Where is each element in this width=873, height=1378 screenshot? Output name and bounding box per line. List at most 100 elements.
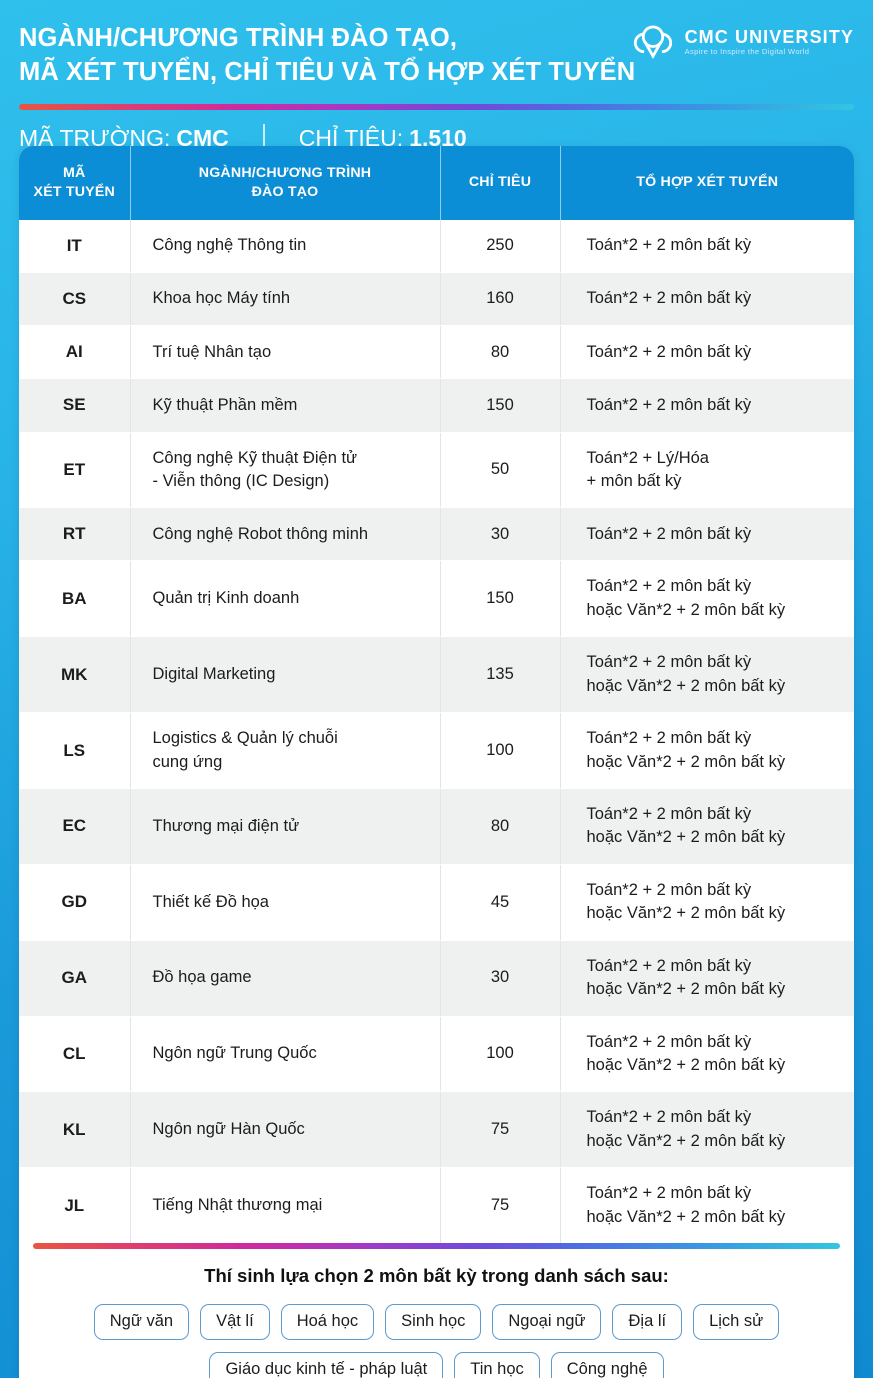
cell-program: Khoa học Máy tính [129, 272, 440, 327]
page-header: NGÀNH/CHƯƠNG TRÌNH ĐÀO TẠO, MÃ XÉT TUYỂN… [0, 0, 873, 90]
cell-combination: Toán*2 + 2 môn bất kỳ hoặc Văn*2 + 2 môn … [559, 712, 854, 789]
total-quota-label: CHỈ TIÊU: [298, 125, 404, 152]
cell-combination: Toán*2 + 2 môn bất kỳ [559, 272, 854, 327]
cmc-logo-icon [630, 22, 676, 62]
table-row: MK Digital Marketing 135 Toán*2 + 2 môn bất… [19, 636, 854, 714]
table-row: SE Kỹ thuật Phần mềm 150 Toán*2 + 2 môn bất… [19, 378, 854, 433]
cell-quota: 100 [439, 712, 560, 789]
cell-code: SE [19, 378, 130, 433]
cell-code: JL [19, 1167, 130, 1244]
cell-quota: 150 [439, 560, 560, 638]
cell-combination: Toán*2 + 2 môn bất kỳ [559, 325, 854, 380]
subject-tag[interactable]: Lịch sử [693, 1304, 780, 1340]
cell-code: BA [19, 560, 130, 638]
table-row: KL Ngôn ngữ Hàn Quốc 75 Toán*2 + 2 môn bất … [19, 1091, 854, 1169]
cell-combination: Toán*2 + 2 môn bất kỳ [559, 220, 854, 274]
cell-quota: 75 [439, 1091, 560, 1169]
cell-program: Ngôn ngữ Trung Quốc [129, 1016, 440, 1093]
header-gradient-divider [19, 103, 854, 110]
logo-text-block: CMC UNIVERSITY Aspire to Inspire the Dig… [685, 28, 854, 56]
subject-tag[interactable]: Hoá học [280, 1304, 375, 1340]
cell-program: Quản trị Kinh doanh [129, 560, 440, 638]
column-header-program-line1: NGÀNH/CHƯƠNG TRÌNH [198, 164, 372, 181]
total-quota-value: 1.510 [409, 125, 467, 152]
page-title: NGÀNH/CHƯƠNG TRÌNH ĐÀO TẠO, MÃ XÉT TUYỂN… [19, 22, 639, 90]
cell-program: Công nghệ Robot thông minh [129, 507, 440, 562]
footer-gradient-divider [33, 1243, 840, 1250]
cell-quota: 150 [439, 378, 560, 433]
cell-quota: 80 [439, 788, 560, 865]
cell-program: Công nghệ Thông tin [129, 220, 440, 274]
subject-tag[interactable]: Công nghệ [550, 1351, 664, 1378]
cell-code: EC [19, 788, 130, 865]
cell-program: Logistics & Quản lý chuỗi cung ứng [129, 712, 440, 789]
cell-code: CS [19, 272, 130, 327]
subject-tag[interactable]: Vật lí [200, 1304, 270, 1340]
cell-code: KL [19, 1091, 130, 1169]
cell-code: AI [19, 325, 130, 380]
column-header-code: MÃ XÉT TUYỂN [19, 146, 130, 220]
cell-code: ET [19, 432, 130, 509]
cell-combination: Toán*2 + 2 môn bất kỳ hoặc Văn*2 + 2 môn … [559, 940, 854, 1017]
school-info-bar: MÃ TRƯỜNG: CMC CHỈ TIÊU: 1.510 [19, 123, 854, 154]
cell-program: Thương mại điện tử [129, 788, 440, 865]
cell-program: Kỹ thuật Phần mềm [129, 378, 440, 433]
cell-program: Công nghệ Kỹ thuật Điện tử - Viễn thông (… [129, 432, 440, 509]
cell-code: IT [19, 220, 130, 274]
table-row: GA Đồ họa game 30 Toán*2 + 2 môn bất kỳ hoặc… [19, 940, 854, 1017]
subbar-divider [262, 123, 265, 154]
cell-code: GA [19, 940, 130, 1017]
subject-tag[interactable]: Tin học [454, 1351, 540, 1378]
cell-combination: Toán*2 + 2 môn bất kỳ hoặc Văn*2 + 2 môn … [559, 1016, 854, 1093]
cell-code: CL [19, 1016, 130, 1093]
cell-combination: Toán*2 + 2 môn bất kỳ hoặc Văn*2 + 2 môn … [559, 636, 854, 714]
table-row: LS Logistics & Quản lý chuỗi cung ứng 100 To… [19, 712, 854, 789]
column-header-program-line2: ĐÀO TẠO [251, 184, 319, 200]
subject-tag[interactable]: Giáo dục kinh tế - pháp luật [209, 1351, 444, 1378]
table-body: IT Công nghệ Thông tin 250 Toán*2 + 2 môn b… [19, 220, 854, 1244]
cell-combination: Toán*2 + Lý/Hóa + môn bất kỳ [559, 432, 854, 509]
cell-quota: 50 [439, 432, 560, 509]
cell-program: Trí tuệ Nhân tạo [129, 325, 440, 380]
subject-tag[interactable]: Ngữ văn [93, 1304, 190, 1340]
cell-program: Tiếng Nhật thương mại [129, 1167, 440, 1244]
page-title-line2: MÃ XÉT TUYỂN, CHỈ TIÊU VÀ TỔ HỢP XÉT TUY… [19, 57, 636, 86]
table-row: IT Công nghệ Thông tin 250 Toán*2 + 2 môn b… [19, 220, 854, 274]
cell-program: Ngôn ngữ Hàn Quốc [129, 1091, 440, 1169]
table-row: EC Thương mại điện tử 80 Toán*2 + 2 môn bất… [19, 788, 854, 865]
cell-combination: Toán*2 + 2 môn bất kỳ [559, 378, 854, 433]
cell-code: RT [19, 507, 130, 562]
cmc-university-logo: CMC UNIVERSITY Aspire to Inspire the Dig… [630, 22, 854, 62]
subject-tag[interactable]: Sinh học [385, 1304, 482, 1340]
cell-quota: 160 [439, 272, 560, 327]
cell-combination: Toán*2 + 2 môn bất kỳ hoặc Văn*2 + 2 môn … [559, 788, 854, 865]
cell-combination: Toán*2 + 2 môn bất kỳ [559, 507, 854, 562]
table-header-row: MÃ XÉT TUYỂN NGÀNH/CHƯƠNG TRÌNH ĐÀO TẠO … [19, 146, 854, 220]
cell-code: LS [19, 712, 130, 789]
table-row: AI Trí tuệ Nhân tạo 80 Toán*2 + 2 môn bất k… [19, 325, 854, 380]
cell-quota: 100 [439, 1016, 560, 1093]
table-row: CS Khoa học Máy tính 160 Toán*2 + 2 môn bất… [19, 272, 854, 327]
subject-tag-row-1: Ngữ văn Vật lí Hoá học Sinh học Ngoại ngữ Địa… [33, 1304, 840, 1340]
cell-program: Thiết kế Đồ họa [129, 864, 440, 941]
footer-note: Thí sinh lựa chọn 2 môn bất kỳ trong dan… [204, 1265, 669, 1287]
logo-name: CMC UNIVERSITY [684, 27, 854, 48]
cell-program: Digital Marketing [129, 636, 440, 714]
cell-program: Đồ họa game [129, 940, 440, 1017]
page-title-line1: NGÀNH/CHƯƠNG TRÌNH ĐÀO TẠO, [19, 24, 458, 52]
cell-quota: 80 [439, 325, 560, 380]
cell-combination: Toán*2 + 2 môn bất kỳ hoặc Văn*2 + 2 môn … [559, 560, 854, 638]
table-row: BA Quản trị Kinh doanh 150 Toán*2 + 2 môn b… [19, 560, 854, 638]
school-code-value: CMC [176, 125, 229, 152]
cell-quota: 45 [439, 864, 560, 941]
table-row: CL Ngôn ngữ Trung Quốc 100 Toán*2 + 2 môn b… [19, 1016, 854, 1093]
cell-combination: Toán*2 + 2 môn bất kỳ hoặc Văn*2 + 2 môn … [559, 1167, 854, 1244]
column-header-combination: TỔ HỢP XÉT TUYỂN [559, 146, 854, 220]
subject-tag[interactable]: Ngoại ngữ [492, 1304, 602, 1340]
cell-quota: 135 [439, 636, 560, 714]
table-header: MÃ XÉT TUYỂN NGÀNH/CHƯƠNG TRÌNH ĐÀO TẠO … [19, 146, 854, 220]
school-code-label: MÃ TRƯỜNG: [19, 125, 171, 152]
subject-tag[interactable]: Địa lí [612, 1304, 683, 1340]
cell-combination: Toán*2 + 2 môn bất kỳ hoặc Văn*2 + 2 môn … [559, 1091, 854, 1169]
cell-quota: 30 [439, 507, 560, 562]
